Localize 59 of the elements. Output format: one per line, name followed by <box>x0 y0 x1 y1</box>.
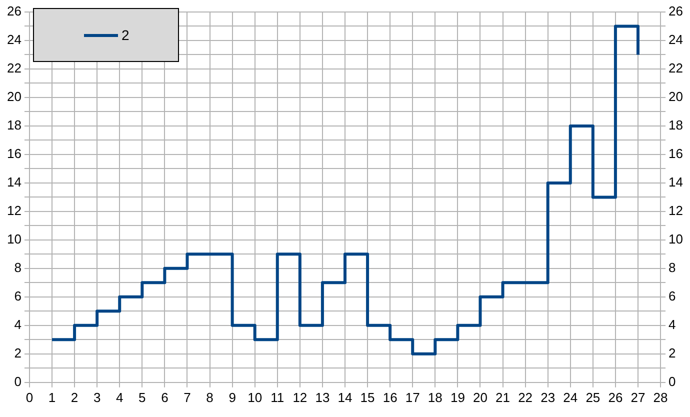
x-tick-label: 7 <box>184 390 191 405</box>
x-tick-label: 21 <box>496 390 510 405</box>
x-tick-label: 27 <box>630 390 646 405</box>
y-tick-label: 10 <box>6 232 22 247</box>
x-tick-label: 14 <box>338 390 352 405</box>
y2-tick-label: 26 <box>668 4 684 19</box>
x-tick-label: 8 <box>206 390 214 405</box>
y2-tick-label: 16 <box>668 146 684 162</box>
y-tick-label: 8 <box>14 260 22 276</box>
x-tick-label: 3 <box>93 390 101 405</box>
x-tick-label: 22 <box>518 390 533 405</box>
x-tick-label: 4 <box>116 390 124 405</box>
x-tick-label: 26 <box>608 390 623 405</box>
y2-tick-label: 8 <box>668 260 676 276</box>
y-tick-label: 14 <box>6 174 22 190</box>
legend-frame: 2 <box>33 8 180 62</box>
legend-label: 2 <box>122 27 130 43</box>
y2-tick-label: 12 <box>668 203 684 218</box>
y-tick-label: 22 <box>6 60 22 76</box>
x-tick-label: 0 <box>26 390 34 405</box>
y-tick-label: 18 <box>6 118 22 133</box>
x-tick-label: 1 <box>48 390 56 405</box>
x-tick-label: 28 <box>653 390 668 405</box>
x-tick-label: 11 <box>270 390 284 405</box>
y2-tick-label: 22 <box>668 60 684 76</box>
x-tick-label: 12 <box>292 390 308 405</box>
x-tick-label: 15 <box>360 390 375 405</box>
y2-tick-label: 4 <box>668 316 676 332</box>
x-tick-label: 13 <box>315 390 330 405</box>
y2-tick-label: 2 <box>668 345 676 360</box>
y-tick-label: 12 <box>6 203 22 218</box>
y-tick-label: 0 <box>14 374 22 389</box>
x-tick-label: 18 <box>428 390 442 405</box>
x-tick-label: 23 <box>540 390 556 405</box>
x-tick-label: 20 <box>472 390 488 405</box>
y-tick-label: 26 <box>6 4 22 19</box>
y-tick-label: 4 <box>14 316 22 332</box>
x-tick-label: 19 <box>450 390 465 405</box>
x-tick-label: 6 <box>161 390 168 405</box>
y-tick-label: 16 <box>6 146 22 162</box>
x-tick-label: 2 <box>70 390 78 405</box>
y-tick-label: 2 <box>14 345 22 360</box>
y2-tick-label: 20 <box>668 89 684 104</box>
x-tick-label: 24 <box>563 390 578 405</box>
y2-tick-label: 6 <box>668 288 676 304</box>
x-tick-label: 16 <box>382 390 398 405</box>
x-tick-label: 17 <box>405 390 420 405</box>
x-tick-label: 10 <box>248 390 262 405</box>
x-tick-label: 5 <box>138 390 146 405</box>
y-tick-label: 6 <box>14 288 22 304</box>
y-tick-label: 20 <box>6 89 22 104</box>
y2-tick-label: 24 <box>668 32 684 48</box>
x-tick-label: 9 <box>228 390 236 405</box>
y-tick-label: 24 <box>6 32 22 48</box>
y2-tick-label: 0 <box>668 374 676 389</box>
y2-tick-label: 14 <box>668 174 684 190</box>
x-tick-label: 25 <box>586 390 600 405</box>
y2-tick-label: 10 <box>668 232 684 247</box>
y2-tick-label: 18 <box>668 118 684 133</box>
